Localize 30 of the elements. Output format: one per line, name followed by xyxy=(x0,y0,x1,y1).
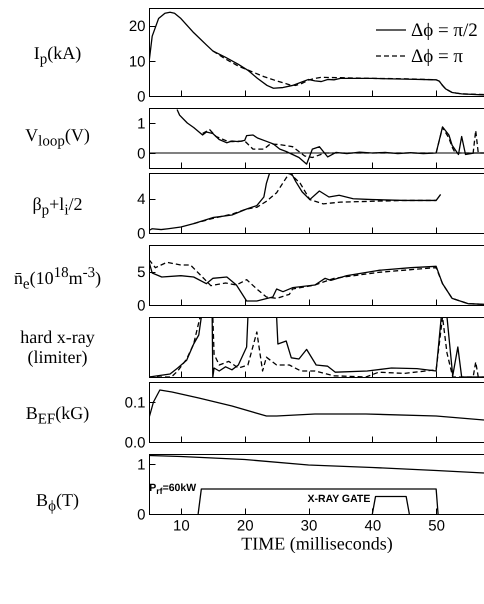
x-tick-label: 10 xyxy=(173,518,190,534)
y-tick-label: 0 xyxy=(137,506,146,524)
y-axis-title: hard x-ray (limiter) xyxy=(19,326,96,368)
annotation: X-RAY GATE xyxy=(308,493,370,505)
y-axis-title: B$_{EF}$(kG) xyxy=(24,402,90,428)
y-axis-title: V$_{loop}$(V) xyxy=(24,125,91,151)
y-tick-label: 0.1 xyxy=(124,394,146,412)
y-axis-title: B$_{ϕ}$(T) xyxy=(35,490,80,516)
y-tick-label: 5 xyxy=(137,264,146,282)
legend-label: Δϕ = π/2 xyxy=(411,20,478,41)
y-tick-label: 1 xyxy=(137,116,146,132)
y-tick-label: 1 xyxy=(137,456,146,474)
x-tick-label: 50 xyxy=(428,518,445,534)
y-tick-label: 0 xyxy=(137,88,146,106)
y-axis-title: n̄$_{e}$(10$^{18}$m$^{-3}$) xyxy=(12,264,102,294)
y-tick-label: 10 xyxy=(128,53,146,70)
x-tick-label: 30 xyxy=(300,518,318,534)
y-tick-label: 0 xyxy=(137,298,146,314)
x-axis-title: TIME (milliseconds) xyxy=(241,534,393,554)
y-tick-label: 4 xyxy=(137,191,146,208)
y-tick-label: 0 xyxy=(137,226,146,242)
annotation: P$_{rf}$=60kW xyxy=(149,482,196,496)
y-tick-label: 20 xyxy=(128,18,146,36)
y-axis-title: β$_{p}$+l$_{i}$/2 xyxy=(31,194,84,220)
x-tick-label: 20 xyxy=(236,518,254,534)
x-tick-label: 40 xyxy=(364,518,382,534)
legend-label: Δϕ = π xyxy=(411,46,464,67)
y-tick-label: 0.0 xyxy=(124,434,146,452)
y-tick-label: 0 xyxy=(137,146,146,162)
y-axis-title: I$_{p}$(kA) xyxy=(32,42,82,68)
